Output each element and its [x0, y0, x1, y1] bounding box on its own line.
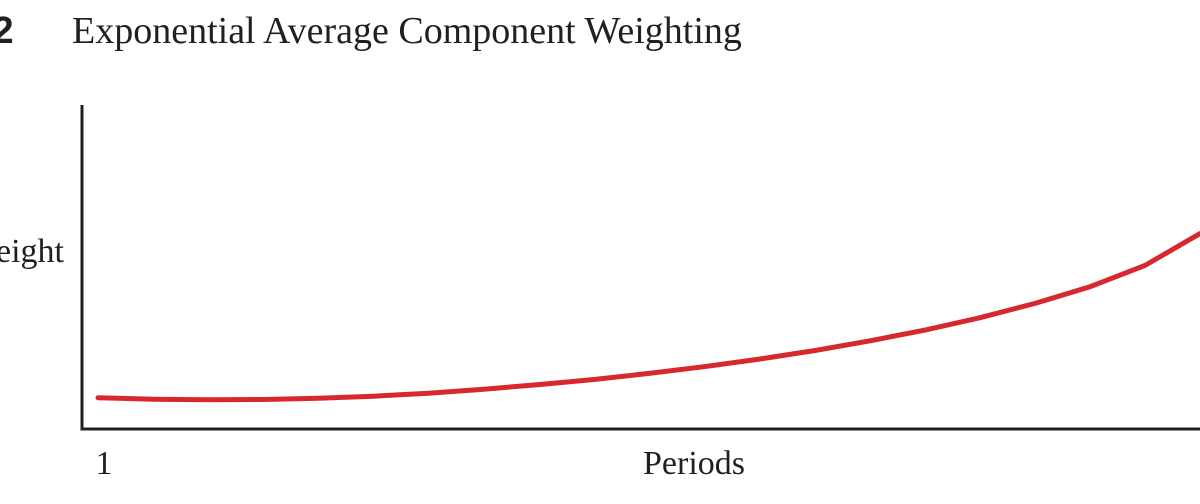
figure-number: .2	[0, 10, 14, 52]
series-line-0	[95, 231, 1200, 403]
x-tick-label: 1	[96, 445, 113, 482]
y-axis-label: eight	[0, 230, 64, 274]
chart-title: Exponential Average Component Weighting	[72, 10, 742, 52]
x-axis-label: Periods	[643, 445, 745, 482]
y-axis-label-text: eight	[0, 233, 64, 270]
